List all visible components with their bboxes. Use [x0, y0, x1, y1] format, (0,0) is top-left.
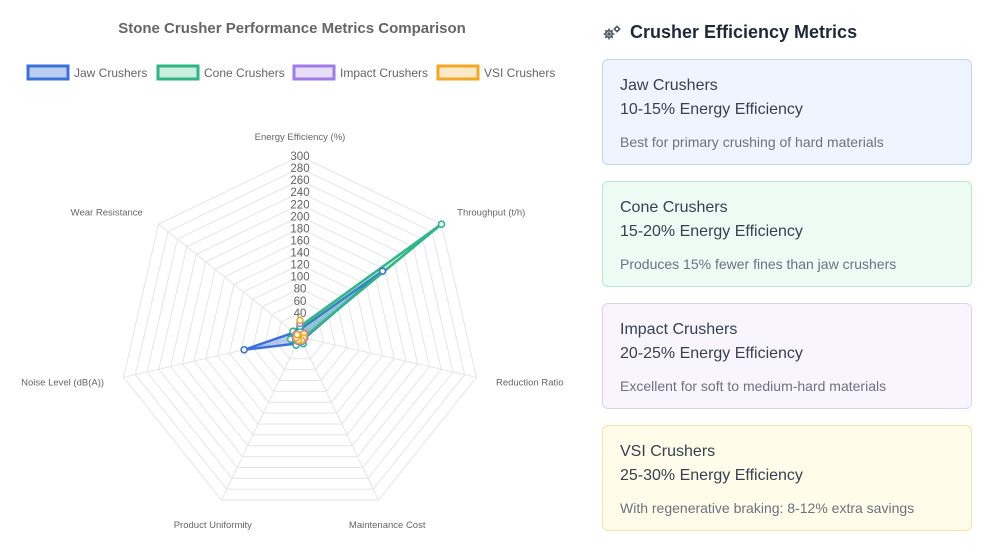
data-point: [437, 220, 446, 228]
grid-ring: [122, 155, 478, 501]
radial-tick-label: 260: [290, 175, 309, 187]
axis-spoke: [158, 223, 301, 338]
radial-tick-label: 80: [294, 284, 307, 296]
radar-chart-panel: Stone Crusher Performance Metrics Compar…: [21, 20, 564, 531]
grid-ring: [158, 191, 442, 468]
card-jaw-crushers: Jaw Crushers 10-15% Energy Efficiency Be…: [602, 59, 972, 165]
grid-ring: [170, 203, 430, 458]
card-note: Produces 15% fewer fines than jaw crushe…: [620, 256, 897, 272]
card-note: Best for primary crushing of hard materi…: [620, 134, 884, 150]
axis-label: Noise Level (dB(A)): [21, 378, 104, 389]
axis-spoke: [221, 336, 301, 501]
card-efficiency: 20-25% Energy Efficiency: [620, 345, 803, 362]
grid-ring: [228, 264, 372, 403]
axis-label: Product Uniformity: [174, 520, 252, 531]
card-name: Cone Crushers: [620, 199, 728, 216]
radial-tick-label: 60: [294, 296, 307, 308]
legend-swatch: [436, 64, 480, 81]
card-efficiency: 10-15% Energy Efficiency: [620, 101, 803, 118]
data-point: [296, 316, 304, 325]
series-area: [289, 222, 443, 347]
grid-ring: [146, 179, 454, 479]
radial-tick-label: 220: [290, 199, 309, 211]
radial-tick-label: 200: [290, 211, 309, 223]
axis-label: Wear Resistance: [71, 208, 143, 219]
radar-chart: Stone Crusher Performance Metrics Compar…: [21, 20, 564, 531]
radial-tick-label: 120: [290, 260, 309, 272]
axis-label: Energy Efficiency (%): [255, 132, 346, 143]
grid-ring: [252, 288, 348, 381]
panel-title: Crusher Efficiency Metrics: [602, 22, 857, 43]
card-note: Excellent for soft to medium-hard materi…: [620, 378, 887, 394]
legend-swatch: [292, 64, 336, 81]
legend-label: Cone Crushers: [204, 66, 285, 80]
chart-title: Stone Crusher Performance Metrics Compar…: [118, 20, 466, 37]
radial-tick-label: 160: [290, 235, 309, 247]
grid-ring: [134, 167, 466, 490]
axis-spoke: [123, 336, 301, 378]
gears-icon: [602, 24, 622, 42]
grid-ring: [217, 251, 383, 414]
legend-swatch: [26, 64, 70, 81]
grid-ring: [205, 239, 395, 425]
radial-tick-label: 100: [290, 272, 309, 284]
legend-label: VSI Crushers: [484, 66, 555, 80]
card-efficiency: 25-30% Energy Efficiency: [620, 467, 803, 484]
card-note: With regenerative braking: 8-12% extra s…: [620, 500, 915, 516]
radial-tick-label: 240: [290, 187, 309, 199]
card-name: VSI Crushers: [620, 443, 716, 460]
radial-tick-label: 300: [290, 151, 309, 163]
card-cone-crushers: Cone Crushers 15-20% Energy Efficiency P…: [602, 181, 972, 287]
card-vsi-crushers: VSI Crushers 25-30% Energy Efficiency Wi…: [602, 425, 972, 531]
card-impact-crushers: Impact Crushers 20-25% Energy Efficiency…: [602, 303, 972, 409]
legend-swatch: [156, 64, 200, 81]
card-name: Impact Crushers: [620, 321, 738, 338]
axis-label: Throughput (t/h): [457, 208, 525, 219]
radial-tick-label: 140: [290, 248, 309, 260]
efficiency-side-panel: Crusher Efficiency Metrics Jaw Crushers …: [602, 0, 974, 555]
data-point: [240, 345, 248, 354]
grid-ring: [181, 215, 419, 447]
radial-tick-label: 280: [290, 163, 309, 175]
axis-label: Reduction Ratio: [496, 378, 564, 389]
card-name: Jaw Crushers: [620, 77, 718, 94]
axis-spoke: [299, 336, 477, 378]
data-point: [378, 267, 387, 275]
grid-ring: [193, 227, 407, 436]
data-point: [293, 330, 301, 339]
legend-label: Jaw Crushers: [74, 66, 147, 80]
panel-title-text: Crusher Efficiency Metrics: [630, 22, 858, 42]
radial-tick-label: 180: [290, 223, 309, 235]
legend-label: Impact Crushers: [340, 66, 428, 80]
axis-spoke: [299, 336, 379, 501]
grid-ring: [240, 276, 360, 392]
axis-label: Maintenance Cost: [349, 520, 426, 531]
radial-tick-label: 40: [294, 308, 307, 320]
card-efficiency: 15-20% Energy Efficiency: [620, 223, 803, 240]
grid-ring: [264, 300, 336, 371]
